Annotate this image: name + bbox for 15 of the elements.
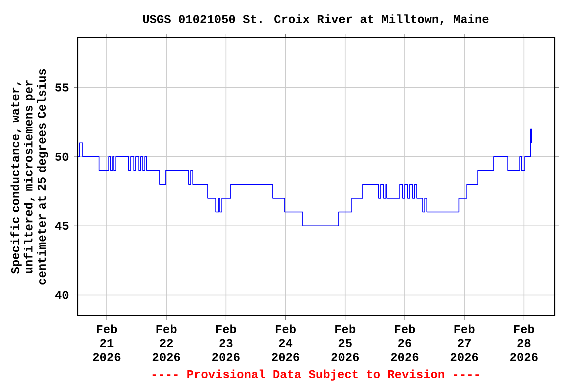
x-tick-label: Feb 25 2026 (332, 324, 360, 362)
y-tick-label: 50 (56, 152, 69, 162)
x-tick-label: Feb 22 2026 (152, 324, 180, 362)
x-tick-label: Feb 28 2026 (510, 324, 538, 362)
y-tick-label: 40 (55, 291, 69, 300)
x-tick-label: Feb 27 2026 (450, 324, 478, 362)
y-tick-label: 55 (56, 84, 69, 92)
text: ---- Provisional Data Subject to Revision ---- (152, 370, 480, 381)
chart-title: USGS 01021050 St. Croix River at Milltown, Maine (143, 14, 489, 26)
y-tick-label: 45 (55, 222, 69, 230)
x-tick-label: Feb 24 2026 (272, 324, 300, 362)
x-tick-label: Feb 23 2026 (212, 324, 240, 362)
x-tick-label: Feb 21 2026 (93, 324, 121, 362)
x-tick-label: Feb 26 2026 (391, 324, 419, 362)
y-axis-title: Specific conductance, water, unfiltered, microsiemens per centimeter at 25 degrees Celsius (10, 69, 49, 285)
